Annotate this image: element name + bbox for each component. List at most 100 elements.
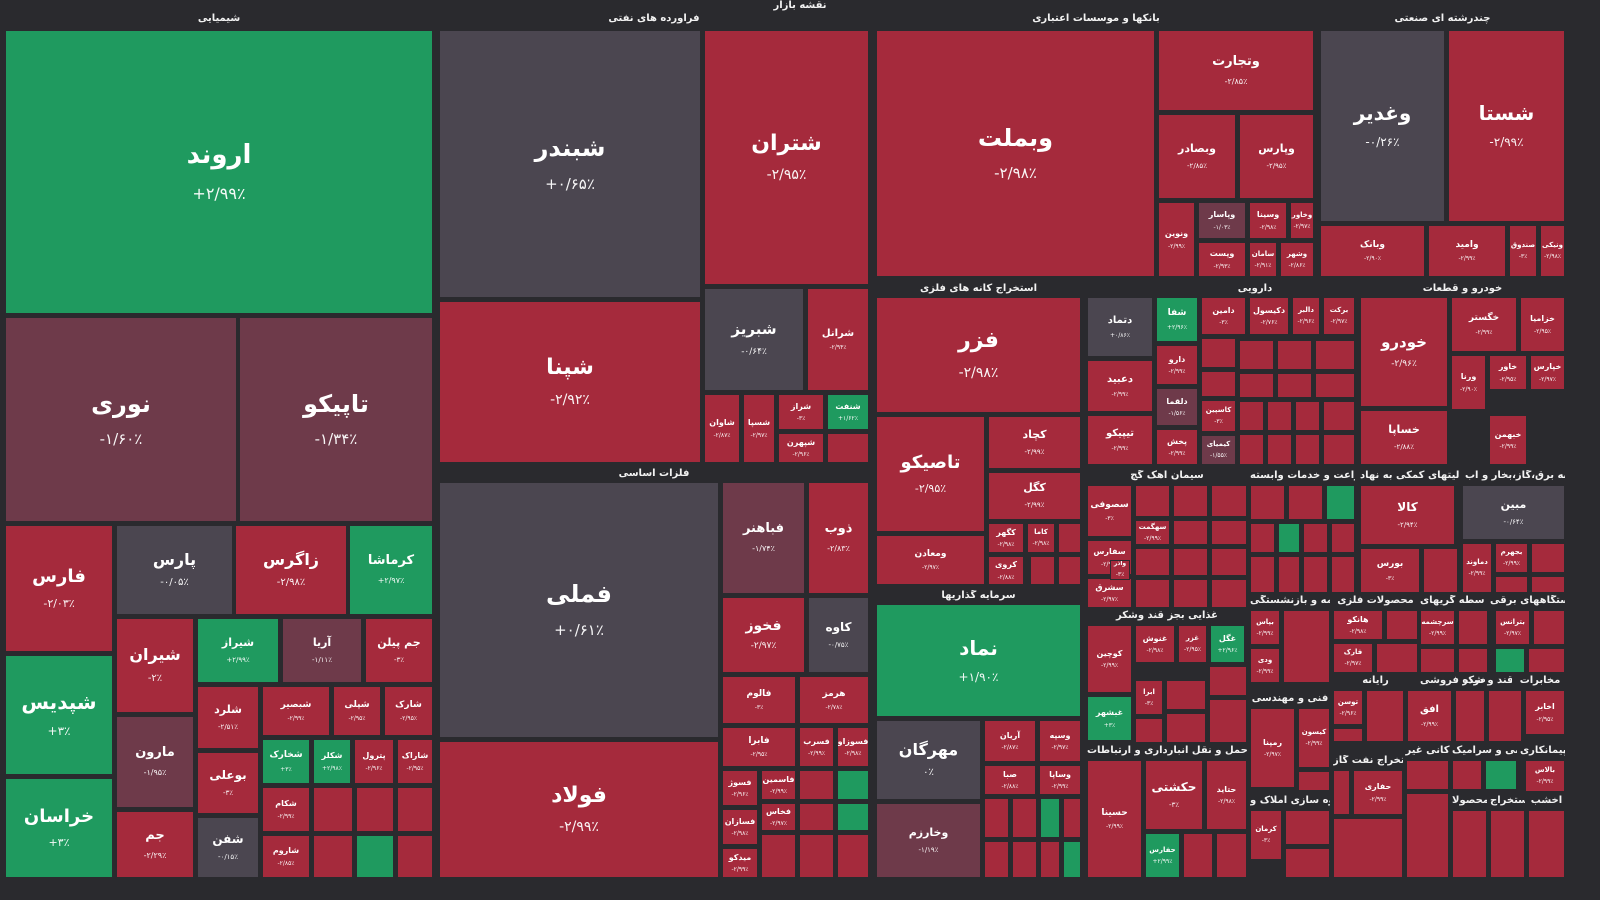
stock-tile[interactable]: وسینا -۲/۹۸٪ [1249,202,1287,239]
stock-tile[interactable]: شبندر +۰/۶۵٪ [439,30,701,298]
stock-tile[interactable]: حکشتی -۳٪ [1145,760,1203,830]
stock-tile-small[interactable] [397,787,433,832]
stock-tile-small[interactable] [1135,718,1163,743]
stock-tile-small[interactable] [1277,340,1312,370]
stock-tile[interactable]: بپاس -۲/۹۹٪ [1250,610,1280,645]
stock-tile-small[interactable] [1201,338,1236,368]
stock-tile-small[interactable] [1201,371,1236,397]
stock-tile-small[interactable] [1386,610,1418,640]
stock-tile[interactable]: ودی -۲/۹۹٪ [1250,648,1280,683]
stock-tile[interactable]: ونوین -۲/۹۹٪ [1158,202,1195,277]
stock-tile-small[interactable] [1267,401,1292,431]
stock-tile[interactable]: شاروم -۲/۸۵٪ [262,835,310,878]
stock-tile-small[interactable] [1452,810,1487,878]
stock-tile[interactable]: کالا -۲/۹۴٪ [1360,485,1455,545]
stock-tile[interactable]: ابرا -۳٪ [1135,680,1163,715]
stock-tile[interactable]: نوری -۱/۶۰٪ [5,317,237,522]
stock-tile[interactable]: شبصیر -۲/۹۹٪ [262,686,330,736]
stock-tile[interactable]: وبملت -۲/۹۸٪ [876,30,1155,277]
stock-tile-small[interactable] [1211,520,1247,545]
stock-tile[interactable]: دکیسول -۲/۷۶٪ [1249,297,1289,335]
stock-tile[interactable]: وپست -۲/۹۳٪ [1198,242,1246,277]
stock-tile[interactable]: وسپه -۲/۹۷٪ [1039,720,1081,762]
stock-tile[interactable]: سرچشمه -۲/۹۹٪ [1420,610,1455,645]
stock-tile[interactable]: فارک -۲/۹۷٪ [1333,643,1373,673]
stock-tile[interactable]: تاصیکو -۲/۹۵٪ [876,416,985,532]
stock-tile-small[interactable] [799,770,834,800]
stock-tile[interactable]: غنوش -۲/۹۸٪ [1135,625,1175,663]
stock-tile[interactable]: حفاری -۲/۹۹٪ [1353,770,1403,815]
stock-tile[interactable]: زاگرس -۲/۹۸٪ [235,525,347,615]
stock-tile[interactable]: خراسان +۳٪ [5,778,113,878]
stock-tile-small[interactable] [1040,841,1060,878]
stock-tile[interactable]: تیپیکو -۲/۹۹٪ [1087,415,1153,465]
stock-tile[interactable]: شارک -۲/۹۵٪ [384,686,433,736]
stock-tile-small[interactable] [1058,556,1081,585]
stock-tile-small[interactable] [837,770,869,800]
stock-tile-small[interactable] [1211,579,1247,608]
stock-tile[interactable]: توسن -۲/۹۶٪ [1333,690,1363,725]
stock-tile[interactable]: بورس -۳٪ [1360,548,1420,593]
stock-tile[interactable]: شتران -۲/۹۵٪ [704,30,869,285]
stock-tile[interactable]: وساپا -۲/۹۹٪ [1039,765,1081,795]
stock-tile[interactable]: وغدیر -۰/۲۶٪ [1320,30,1445,222]
stock-tile[interactable]: کاسپین -۳٪ [1201,400,1236,432]
stock-tile[interactable]: هانکو -۲/۹۸٪ [1333,610,1383,640]
stock-tile-small[interactable] [1533,610,1565,645]
stock-tile-small[interactable] [1420,648,1455,673]
stock-tile[interactable]: حسینا -۲/۹۹٪ [1087,760,1142,878]
stock-tile-small[interactable] [1333,728,1363,742]
stock-tile[interactable]: شبریز -۰/۶۴٪ [704,288,804,391]
stock-tile[interactable]: فاسمین -۲/۹۹٪ [761,770,796,800]
stock-tile[interactable]: شراز -۳٪ [778,394,824,430]
stock-tile-small[interactable] [1166,680,1206,710]
stock-tile[interactable]: کوچین -۲/۹۹٪ [1087,625,1132,693]
stock-tile[interactable]: شپلی -۲/۹۵٪ [333,686,381,736]
stock-tile[interactable]: پارس -۰/۰۵٪ [116,525,233,615]
stock-tile-small[interactable] [1531,576,1565,593]
stock-tile[interactable]: بوعلی -۳٪ [197,752,259,814]
stock-tile-small[interactable] [1173,579,1208,608]
stock-tile[interactable]: دماوند -۲/۹۹٪ [1462,543,1492,593]
stock-tile-small[interactable] [1333,770,1350,815]
stock-tile[interactable]: اخابر -۲/۹۵٪ [1525,690,1565,735]
stock-tile[interactable]: شیراز +۲/۹۹٪ [197,618,279,683]
stock-tile-small[interactable] [1303,556,1328,593]
stock-tile-small[interactable] [799,803,834,831]
stock-tile-small[interactable] [1323,434,1355,465]
stock-tile[interactable]: کرمان -۳٪ [1250,810,1282,860]
stock-tile[interactable]: برکت -۲/۹۷٪ [1323,297,1355,335]
stock-tile[interactable]: خبهمن -۲/۹۹٪ [1489,415,1527,465]
stock-tile[interactable]: دالبر -۲/۹۶٪ [1292,297,1320,335]
stock-tile-small[interactable] [1458,648,1488,673]
stock-tile[interactable]: آریا -۱/۱۱٪ [282,618,362,683]
stock-tile-small[interactable] [1173,485,1208,517]
stock-tile-small[interactable] [1250,523,1275,553]
stock-tile-small[interactable] [1216,833,1247,878]
stock-tile-small[interactable] [1531,543,1565,573]
stock-tile-small[interactable] [1331,523,1355,553]
stock-tile-small[interactable] [1173,548,1208,576]
stock-tile-small[interactable] [1326,485,1355,520]
stock-tile[interactable]: وخاور -۲/۹۷٪ [1290,202,1314,239]
stock-tile[interactable]: فابرا -۲/۹۵٪ [722,727,796,767]
stock-tile[interactable]: بترانس -۲/۹۷٪ [1495,610,1530,645]
stock-tile[interactable]: کروی -۲/۸۸٪ [988,556,1024,585]
stock-tile[interactable]: کیسون -۲/۹۹٪ [1298,708,1330,768]
stock-tile-small[interactable] [1333,818,1403,878]
stock-tile[interactable]: اروند +۲/۹۹٪ [5,30,433,314]
stock-tile-small[interactable] [1423,548,1458,593]
stock-tile-small[interactable] [1285,848,1330,878]
stock-tile[interactable]: ونیکی -۲/۹۸٪ [1540,225,1565,277]
stock-tile[interactable]: بالاس -۲/۹۹٪ [1525,760,1565,792]
stock-tile-small[interactable] [397,835,433,878]
stock-tile[interactable]: کچاد -۲/۹۹٪ [988,416,1081,469]
stock-tile[interactable]: خپارس -۲/۹۷٪ [1530,355,1565,390]
stock-tile[interactable]: صندوق -۳٪ [1509,225,1537,277]
stock-tile[interactable]: وخارزم -۱/۱۹٪ [876,803,981,878]
stock-tile[interactable]: مبین -۰/۶۴٪ [1462,485,1565,540]
stock-tile-small[interactable] [1040,798,1060,838]
stock-tile[interactable]: شکلر +۲/۹۸٪ [313,739,351,784]
stock-tile-small[interactable] [761,834,796,878]
stock-tile-small[interactable] [1288,485,1323,520]
